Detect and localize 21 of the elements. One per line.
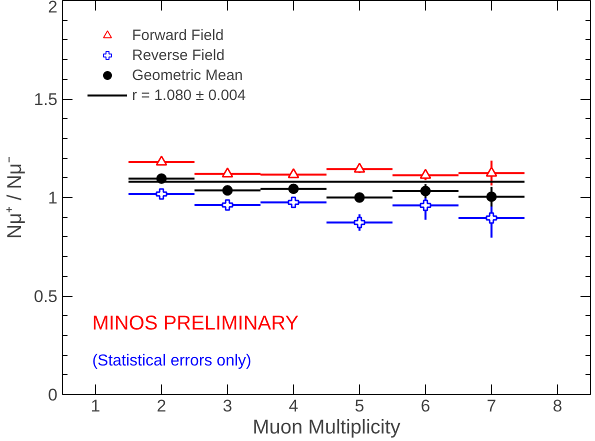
legend-label: Forward Field (132, 26, 224, 44)
y-tick-label: 0.5 (34, 287, 58, 306)
x-tick-label: 5 (354, 396, 364, 416)
y-tick-label: 1.5 (34, 90, 58, 109)
legend-label: Geometric Mean (132, 66, 243, 84)
y-tick-label: 2 (48, 0, 58, 16)
legend-label: r = 1.080 ± 0.004 (132, 86, 246, 104)
x-tick-label: 6 (420, 396, 430, 416)
x-tick-label: 7 (486, 396, 496, 416)
x-tick-label: 4 (288, 396, 298, 416)
x-tick-label: 3 (222, 396, 232, 416)
annotation: MINOS PRELIMINARY (92, 312, 299, 335)
annotation: (Statistical errors only) (92, 352, 252, 370)
y-axis-title: Nμ⁺ / Nμ⁻ (4, 156, 26, 239)
x-tick-label: 8 (552, 396, 562, 416)
x-tick-label: 2 (156, 396, 166, 416)
y-tick-label: 0 (48, 386, 58, 404)
y-tick-label: 1 (48, 188, 58, 208)
legend-label: Reverse Field (132, 46, 225, 64)
x-axis-title: Muon Multiplicity (252, 416, 400, 438)
x-tick-label: 1 (90, 396, 100, 416)
